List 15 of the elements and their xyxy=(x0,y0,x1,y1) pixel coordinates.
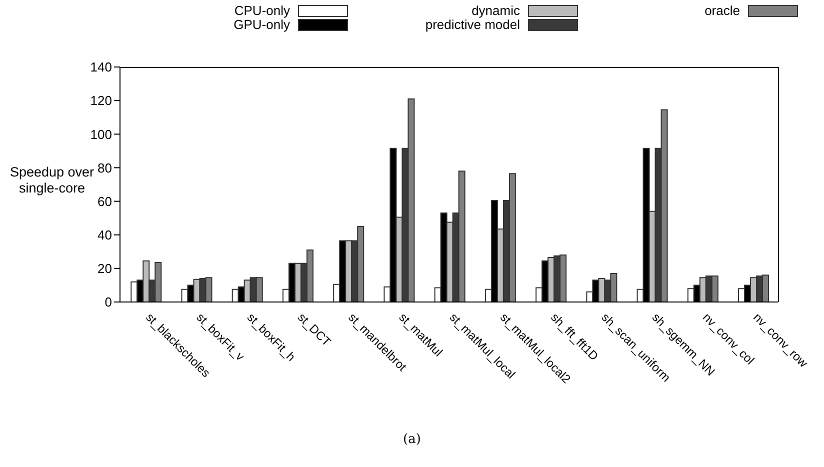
y-tick-label: 0 xyxy=(104,294,112,310)
text: (a) xyxy=(402,432,422,447)
legend-label: GPU-only xyxy=(234,17,290,32)
y-tick-label: 140 xyxy=(90,60,112,75)
legend-label: predictive model xyxy=(425,17,520,32)
y-tick-label: 20 xyxy=(98,261,112,276)
y-axis-title: Speedup over single-core xyxy=(10,164,95,196)
legend-label: CPU-only xyxy=(234,3,290,18)
y-tick-label: 100 xyxy=(90,126,112,142)
y-tick-label: 80 xyxy=(98,160,112,176)
y-tick-label: 60 xyxy=(98,194,112,209)
y-tick-label: 40 xyxy=(98,227,112,242)
legend-label: oracle xyxy=(704,3,740,18)
legend-label: dynamic xyxy=(472,3,520,18)
y-tick-label: 120 xyxy=(90,93,112,108)
